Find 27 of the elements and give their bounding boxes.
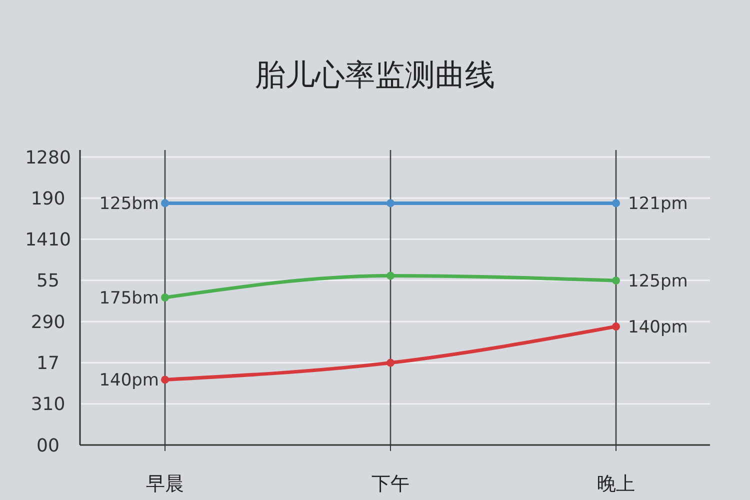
annotation: 140pm bbox=[99, 370, 159, 391]
x-tick-label: 早晨 bbox=[146, 473, 184, 495]
annotation: 125bm bbox=[99, 194, 159, 214]
point bbox=[161, 376, 169, 384]
text: 290 bbox=[30, 312, 66, 333]
point bbox=[161, 199, 169, 208]
text: 190 bbox=[30, 188, 66, 210]
text: 1410 bbox=[25, 230, 71, 251]
annotation: 175bm bbox=[99, 288, 159, 308]
text: 1280 bbox=[25, 147, 71, 168]
point bbox=[386, 358, 394, 367]
annotation: 121pm bbox=[628, 194, 688, 214]
point bbox=[386, 272, 394, 280]
annotation: 140pm bbox=[628, 317, 688, 338]
text: 310 bbox=[30, 394, 66, 416]
x-tick-label: 下午 bbox=[372, 473, 410, 495]
point bbox=[612, 322, 620, 331]
annotation: 125pm bbox=[628, 272, 688, 292]
text: 55 bbox=[36, 270, 60, 292]
x-tick-label: 晚上 bbox=[597, 473, 635, 495]
point bbox=[161, 294, 169, 302]
chart-title: 胎儿心率监测曲线 bbox=[255, 58, 495, 93]
point bbox=[386, 199, 394, 208]
point bbox=[612, 199, 620, 208]
point bbox=[612, 276, 620, 285]
text: 17 bbox=[36, 353, 60, 374]
text: 00 bbox=[36, 435, 60, 456]
